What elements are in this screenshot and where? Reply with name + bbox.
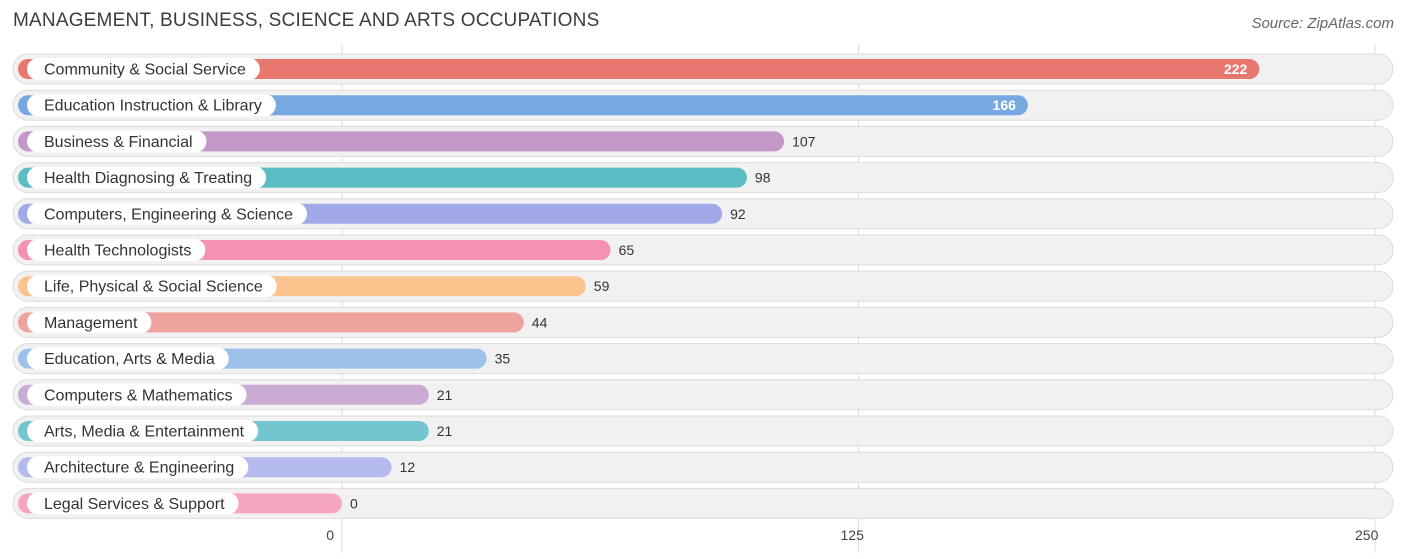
category-label: Business & Financial [44, 134, 193, 151]
bar [18, 59, 1260, 79]
category-label: Health Technologists [44, 243, 191, 260]
tick-label: 250 [1355, 527, 1379, 543]
label-pill [27, 383, 247, 406]
category-label: Education, Arts & Media [44, 351, 215, 368]
label-pill [27, 311, 152, 334]
category-label: Health Diagnosing & Treating [44, 170, 252, 187]
label-pill [27, 239, 206, 261]
chart-title: MANAGEMENT, BUSINESS, SCIENCE AND ARTS O… [13, 10, 600, 31]
x-axis-ticks: 0 125 250 [326, 527, 1378, 543]
label-pill [27, 420, 259, 442]
category-label: Education Instruction & Library [44, 98, 262, 115]
bar-row: Business & Financial 107 [12, 125, 1394, 157]
bar-row: Education Instruction & Library 166 [12, 89, 1394, 121]
label-pill [27, 492, 239, 515]
value-label: 98 [755, 170, 771, 186]
label-pill [27, 275, 277, 298]
bar-row: Arts, Media & Entertainment 21 [12, 415, 1394, 447]
category-label: Community & Social Service [44, 62, 246, 79]
category-label: Management [44, 315, 138, 332]
value-label: 21 [437, 423, 453, 439]
value-label: 0 [350, 495, 358, 511]
bar-row: Life, Physical & Social Science 59 [12, 270, 1394, 302]
bar-row: Computers, Engineering & Science 92 [12, 198, 1394, 230]
value-label: 12 [400, 459, 416, 475]
bar-row: Community & Social Service 222 [12, 53, 1394, 85]
value-label: 59 [594, 278, 610, 294]
bar-track [12, 487, 1394, 519]
source-label: Source: ZipAtlas.com [1251, 15, 1394, 32]
label-pill [27, 58, 260, 80]
bar-row: Education, Arts & Media 35 [12, 343, 1394, 375]
bar-row: Management 44 [12, 306, 1394, 338]
bar-row: Health Technologists 65 [12, 234, 1394, 266]
value-label: 92 [730, 206, 746, 222]
category-label: Arts, Media & Entertainment [44, 424, 245, 441]
value-label: 166 [993, 97, 1017, 113]
label-pill [27, 202, 308, 225]
label-pill [27, 94, 276, 117]
category-label: Computers, Engineering & Science [44, 206, 293, 223]
label-pill [27, 347, 229, 370]
value-label: 21 [437, 387, 453, 403]
bar-row: Legal Services & Support 0 [12, 487, 1394, 519]
bar-rows: Community & Social Service 222 Education I… [12, 53, 1394, 519]
value-label: 44 [532, 314, 548, 330]
category-label: Life, Physical & Social Science [44, 279, 263, 296]
tick-label: 0 [326, 527, 334, 543]
category-label: Legal Services & Support [44, 496, 225, 513]
bar-row: Health Diagnosing & Treating 98 [12, 162, 1394, 194]
bar [18, 131, 785, 152]
value-label: 107 [792, 133, 816, 149]
label-pill [27, 166, 267, 189]
value-label: 65 [619, 242, 635, 258]
bar-row: Architecture & Engineering 12 [12, 451, 1394, 483]
label-pill [27, 456, 249, 479]
tick-label: 125 [841, 527, 865, 543]
value-label: 222 [1224, 61, 1248, 77]
bar-row: Computers & Mathematics 21 [12, 379, 1394, 411]
category-label: Architecture & Engineering [44, 460, 234, 477]
value-label: 35 [495, 351, 511, 367]
category-label: Computers & Mathematics [44, 387, 233, 404]
label-pill [27, 130, 207, 153]
